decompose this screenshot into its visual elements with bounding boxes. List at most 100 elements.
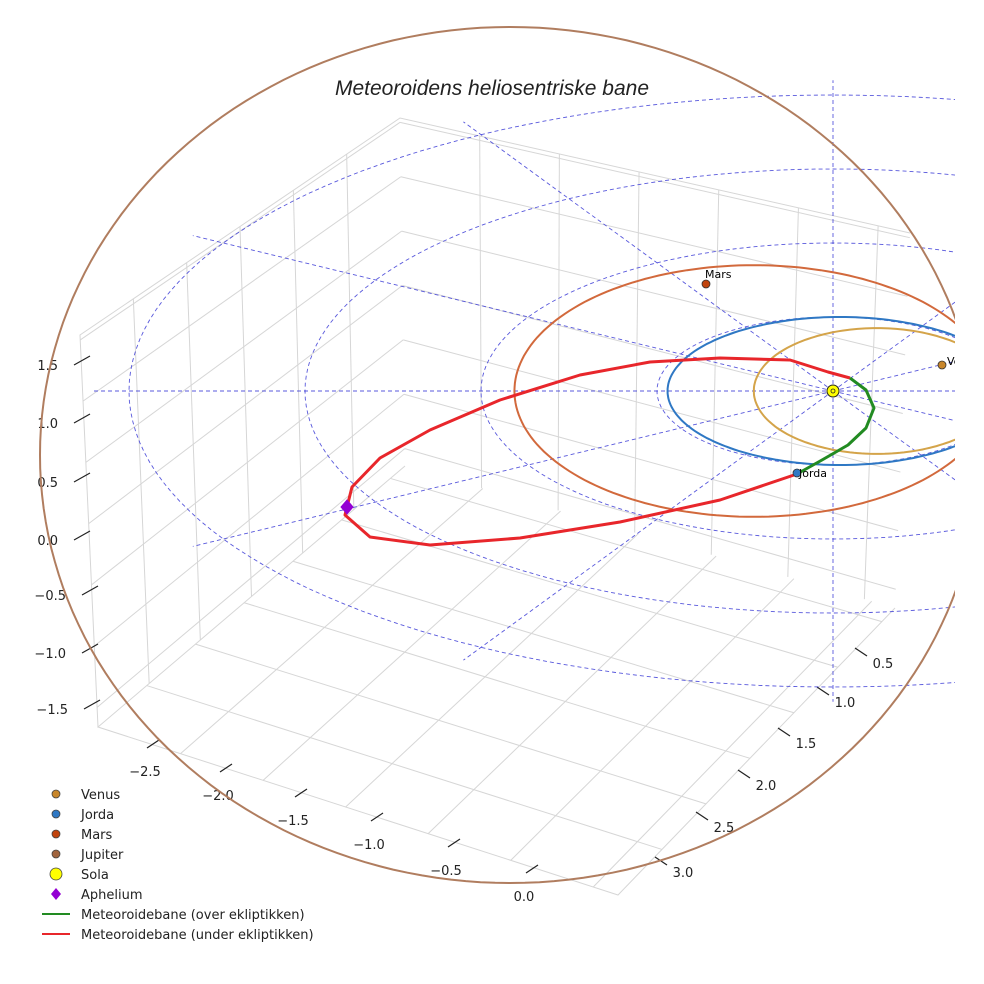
floor-grid-line: [146, 685, 663, 850]
z-tick-label: 0.5: [37, 476, 58, 491]
grid-line-y: [479, 135, 483, 489]
planet-label: Mars: [705, 268, 732, 281]
meteoroid-orbit-above: [796, 376, 876, 476]
floor-grid-line: [244, 602, 751, 759]
grid-line-y: [634, 171, 640, 533]
x-tick-label: −2.5: [129, 765, 161, 780]
ecliptic-spoke: [192, 390, 834, 547]
legend: Venus Jorda Mars Jupiter Sola Aphelium Meteoro…: [42, 788, 314, 943]
grid-line-z: [399, 121, 910, 239]
grid-line-y: [557, 153, 560, 511]
x-tick-mark: [447, 838, 461, 848]
ecliptic-spoke: [832, 390, 955, 481]
x-tick-label: −1.0: [353, 838, 385, 853]
legend-label: Jupiter: [80, 848, 124, 863]
grid-line-z: [403, 393, 899, 532]
y-tick-label: 0.5: [873, 657, 894, 672]
sun-marker: [826, 384, 840, 398]
legend-marker: [51, 809, 61, 819]
z-tick-label: −0.5: [34, 589, 66, 604]
legend-label: Jorda: [80, 808, 114, 823]
axes-grid-panes: [79, 117, 911, 896]
legend-label: Meteoroidebane (over ekliptikken): [81, 908, 305, 923]
axis-ticks: −1.5 −1.0 −0.5 0.0 0.5 1.0 1.5 −2.5 −2.0 −1.5 −1.0…: [34, 355, 894, 905]
floor-edge: [96, 465, 896, 896]
planet-mars: [701, 279, 711, 289]
y-tick-label: 1.0: [835, 696, 856, 711]
body-markers: Venus Jorda Mars: [340, 268, 980, 515]
floor-grid-line: [390, 477, 882, 623]
ecliptic-grid: [93, 80, 955, 702]
grid-line-z: [404, 448, 896, 590]
grid-line-z: [403, 339, 901, 473]
orbit-venus: [752, 327, 955, 455]
x-tick-label: −0.5: [430, 864, 462, 879]
y-tick-mark: [737, 769, 751, 779]
orbit-jorda: [666, 316, 955, 466]
ecliptic-spoke: [192, 235, 834, 392]
legend-marker: [51, 849, 61, 859]
ecliptic-spoke: [832, 301, 955, 392]
y-tick-label: 1.5: [796, 737, 817, 752]
z-tick-mark: [73, 413, 91, 424]
legend-marker: [51, 789, 61, 799]
planet-jorda: [792, 468, 802, 478]
x-tick-mark: [146, 739, 160, 749]
meteoroid-orbit: [343, 356, 876, 547]
z-tick-label: 1.5: [37, 359, 58, 374]
x-tick-mark: [370, 812, 384, 822]
planet-venus: [937, 360, 947, 370]
ecliptic-spoke: [832, 390, 955, 422]
x-tick-label: −2.0: [202, 789, 234, 804]
floor-grid-line: [510, 578, 795, 861]
meteoroid-orbit-below: [343, 356, 851, 547]
planet-label: Jorda: [798, 467, 827, 480]
grid-line-y: [787, 207, 799, 577]
grid-line-x: [239, 226, 252, 597]
legend-label: Sola: [81, 868, 109, 883]
legend-label: Aphelium: [81, 888, 143, 903]
y-tick-mark: [816, 686, 830, 696]
orbit-mars: [513, 264, 955, 518]
legend-label: Mars: [81, 828, 113, 843]
planet-label: Venus: [947, 355, 980, 368]
z-tick-mark: [83, 699, 101, 710]
y-tick-mark: [854, 647, 868, 657]
legend-label: Venus: [81, 788, 120, 803]
chart-title: Meteoroidens heliosentriske bane: [335, 77, 649, 100]
sun-core: [830, 388, 836, 394]
x-tick-label: 0.0: [514, 890, 535, 905]
floor-grid-line: [292, 560, 795, 714]
ecliptic-spoke: [463, 121, 834, 392]
legend-label: Meteoroidebane (under ekliptikken): [81, 928, 314, 943]
floor-grid-line: [262, 510, 561, 781]
floor-grid-line: [427, 555, 717, 835]
floor-grid-line: [180, 488, 484, 755]
grid-line-x: [292, 190, 304, 554]
z-tick-label: −1.0: [34, 647, 66, 662]
floor-grid-line: [345, 533, 639, 808]
legend-marker: [51, 888, 61, 900]
aphelion-marker: [340, 499, 354, 515]
legend-marker: [49, 867, 63, 881]
z-tick-mark: [81, 585, 99, 596]
floor-grid-line: [592, 600, 873, 888]
grid-line-x: [186, 262, 201, 641]
y-tick-mark: [695, 811, 709, 821]
y-tick-label: 2.5: [714, 821, 735, 836]
legend-marker: [51, 829, 61, 839]
z-tick-mark: [73, 530, 91, 541]
grid-line-x: [346, 154, 355, 510]
orbit-jupiter: [38, 25, 955, 885]
x-tick-mark: [294, 788, 308, 798]
z-tick-label: 0.0: [37, 534, 58, 549]
z-tick-mark: [73, 472, 91, 483]
x-tick-mark: [219, 763, 233, 773]
floor-grid-line: [195, 643, 707, 805]
grid-line-z: [400, 176, 908, 297]
planet-orbits: [38, 25, 955, 885]
z-tick-label: −1.5: [36, 703, 68, 718]
y-tick-mark: [777, 727, 791, 737]
grid-line-y: [710, 189, 720, 555]
